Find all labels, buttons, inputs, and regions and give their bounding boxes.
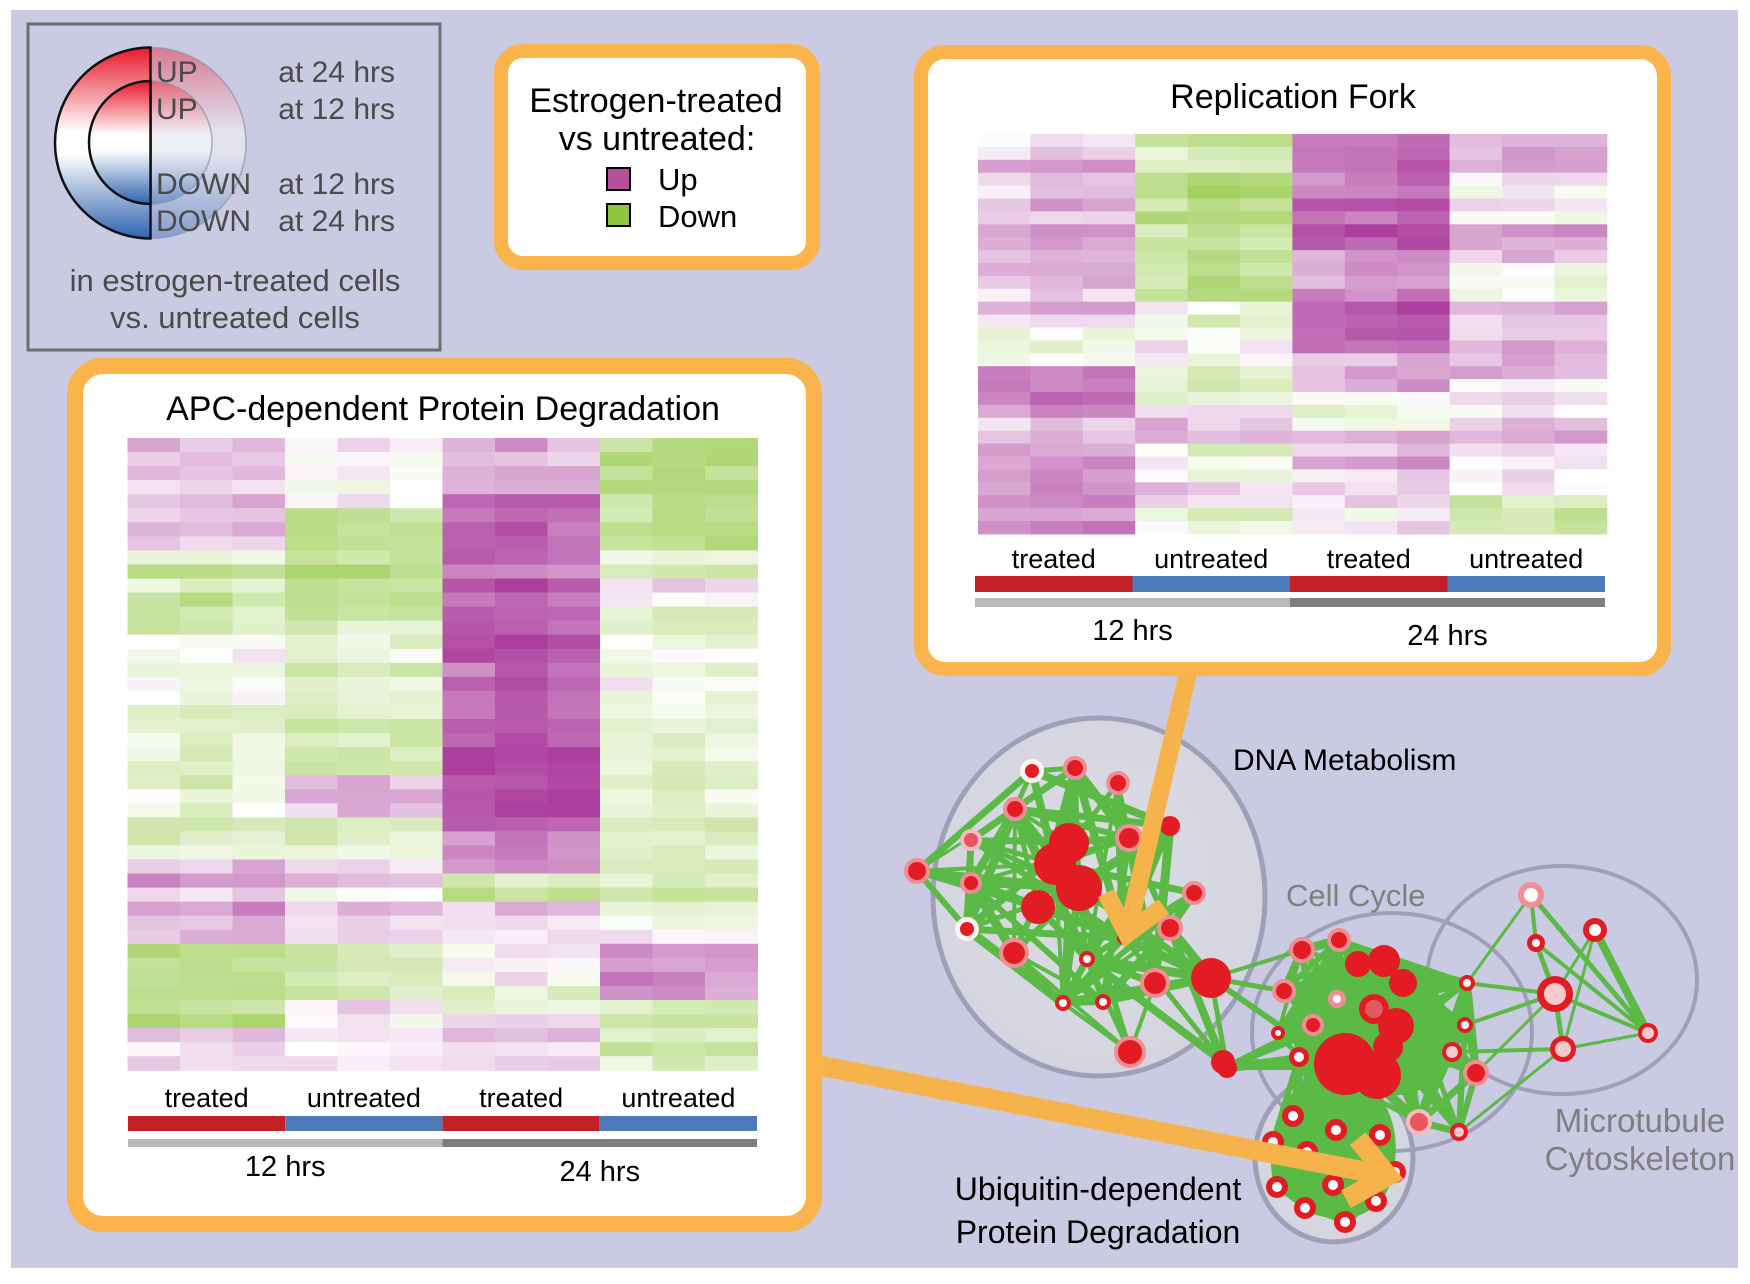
svg-text:treated: treated bbox=[479, 1083, 563, 1113]
svg-text:at 12 hrs: at 12 hrs bbox=[278, 93, 395, 126]
svg-text:at 24 hrs: at 24 hrs bbox=[278, 56, 395, 89]
svg-text:at 12 hrs: at 12 hrs bbox=[278, 168, 395, 201]
svg-text:24 hrs: 24 hrs bbox=[1407, 620, 1488, 652]
svg-text:DOWN: DOWN bbox=[156, 168, 251, 201]
svg-text:Replication Fork: Replication Fork bbox=[1170, 78, 1417, 116]
svg-text:Protein Degradation: Protein Degradation bbox=[956, 1214, 1241, 1250]
svg-text:APC-dependent Protein Degradat: APC-dependent Protein Degradation bbox=[166, 390, 720, 428]
svg-text:UP: UP bbox=[156, 56, 198, 89]
svg-text:12 hrs: 12 hrs bbox=[245, 1151, 326, 1183]
svg-text:12 hrs: 12 hrs bbox=[1092, 615, 1173, 647]
svg-text:Cell Cycle: Cell Cycle bbox=[1286, 878, 1426, 913]
svg-text:vs untreated:: vs untreated: bbox=[559, 120, 756, 158]
svg-text:Up: Up bbox=[658, 162, 698, 197]
svg-text:untreated: untreated bbox=[307, 1083, 421, 1113]
svg-text:treated: treated bbox=[1327, 544, 1411, 574]
svg-text:treated: treated bbox=[165, 1083, 249, 1113]
svg-text:Ubiquitin-dependent: Ubiquitin-dependent bbox=[955, 1171, 1242, 1207]
svg-text:UP: UP bbox=[156, 93, 198, 126]
svg-text:DOWN: DOWN bbox=[156, 205, 251, 238]
svg-text:untreated: untreated bbox=[1469, 544, 1583, 574]
svg-text:Down: Down bbox=[658, 199, 737, 234]
svg-text:in estrogen-treated cells: in estrogen-treated cells bbox=[70, 263, 401, 298]
svg-text:Microtubule: Microtubule bbox=[1555, 1102, 1726, 1139]
svg-text:untreated: untreated bbox=[621, 1083, 735, 1113]
svg-text:treated: treated bbox=[1012, 544, 1096, 574]
svg-text:24 hrs: 24 hrs bbox=[559, 1156, 640, 1188]
svg-text:vs. untreated cells: vs. untreated cells bbox=[110, 300, 360, 335]
svg-text:Cytoskeleton: Cytoskeleton bbox=[1545, 1140, 1736, 1177]
svg-text:untreated: untreated bbox=[1154, 544, 1268, 574]
svg-text:Estrogen-treated: Estrogen-treated bbox=[529, 82, 782, 120]
svg-text:at 24 hrs: at 24 hrs bbox=[278, 205, 395, 238]
svg-text:DNA Metabolism: DNA Metabolism bbox=[1233, 744, 1456, 777]
